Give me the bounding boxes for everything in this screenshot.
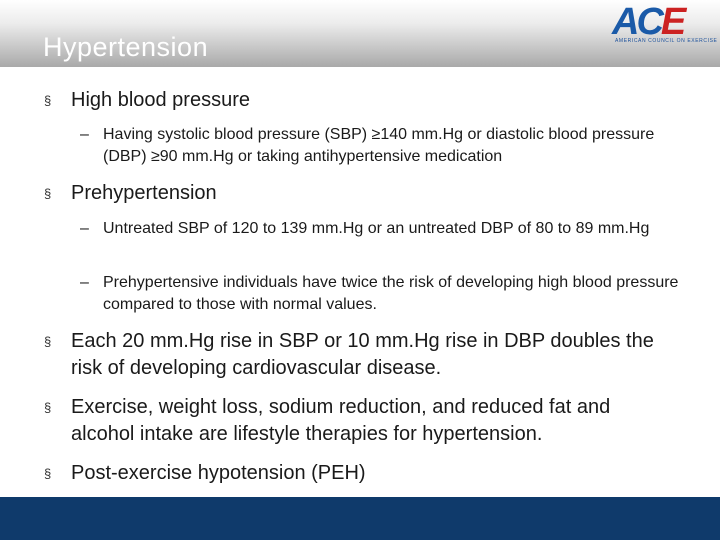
sub-bullet-item: – Having systolic blood pressure (SBP) ≥…	[80, 124, 680, 168]
bullet-text: Prehypertension	[71, 182, 217, 204]
bullet-marker: §	[44, 466, 52, 481]
bullet-marker: §	[44, 186, 52, 201]
dash-marker: –	[80, 220, 89, 237]
sub-bullet-text: Having systolic blood pressure (SBP) ≥14…	[103, 126, 655, 165]
sub-bullet-item: – Untreated SBP of 120 to 139 mm.Hg or a…	[80, 218, 680, 240]
sub-bullet-text: Prehypertensive individuals have twice t…	[103, 274, 679, 313]
sub-bullet-item: – Prehypertensive individuals have twice…	[80, 272, 680, 316]
bullet-item: § Post-exercise hypotension (PEH)	[44, 460, 674, 487]
bullet-marker: §	[44, 400, 52, 415]
logo-tagline: AMERICAN COUNCIL ON EXERCISE	[615, 38, 718, 44]
logo-mark: ACE	[612, 1, 686, 43]
dash-marker: –	[80, 126, 89, 143]
dash-marker: –	[80, 274, 89, 291]
bullet-item: § Exercise, weight loss, sodium reductio…	[44, 394, 674, 448]
bullet-item: § Each 20 mm.Hg rise in SBP or 10 mm.Hg …	[44, 328, 674, 382]
bullet-text: Exercise, weight loss, sodium reduction,…	[71, 396, 611, 445]
bullet-item: § High blood pressure	[44, 87, 674, 114]
bullet-text: Each 20 mm.Hg rise in SBP or 10 mm.Hg ri…	[71, 330, 654, 379]
slide-title: Hypertension	[43, 32, 209, 62]
bullet-text: High blood pressure	[71, 89, 250, 111]
bullet-marker: §	[44, 93, 52, 108]
bullet-marker: §	[44, 334, 52, 349]
bullet-text: Post-exercise hypotension (PEH)	[71, 462, 366, 484]
title-bar: Hypertension ACE AMERICAN COUNCIL ON EXE…	[0, 0, 720, 67]
sub-bullet-text: Untreated SBP of 120 to 139 mm.Hg or an …	[103, 220, 650, 237]
ace-logo: ACE AMERICAN COUNCIL ON EXERCISE	[612, 2, 718, 48]
bullet-item: § Prehypertension	[44, 180, 674, 207]
footer-bar	[0, 497, 720, 540]
